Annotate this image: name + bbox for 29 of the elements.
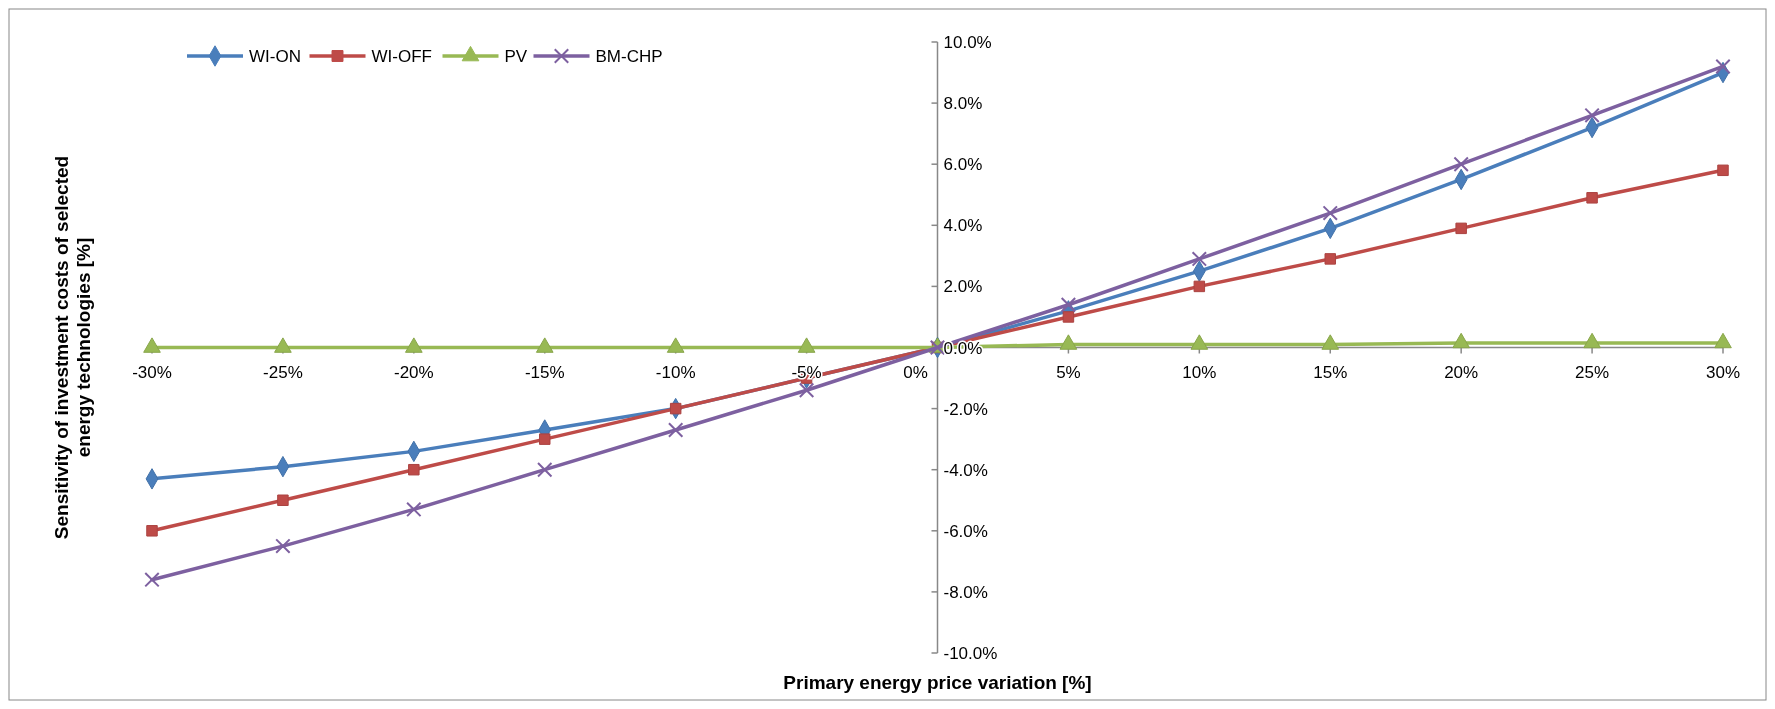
y-tick-label: 4.0% xyxy=(943,216,983,236)
x-tick-label: 5% xyxy=(1056,362,1081,382)
y-tick-label: 2.0% xyxy=(943,277,983,297)
y-tick-label: 8.0% xyxy=(943,94,983,114)
x-tick-label: 10% xyxy=(1182,362,1217,382)
x-tick-label: 20% xyxy=(1444,362,1479,382)
y-tick-label: -6.0% xyxy=(943,521,988,541)
x-tick-label: 30% xyxy=(1705,362,1741,382)
legend-label: WI-ON xyxy=(249,47,301,66)
x-axis-title: Primary energy price variation [%] xyxy=(783,672,1092,693)
y-tick-label: 0.0% xyxy=(943,338,983,358)
legend-label: BM-CHP xyxy=(595,47,663,66)
x-tick-label: -10% xyxy=(655,362,696,382)
x-tick-label: -20% xyxy=(393,362,434,382)
x-tick-label: -30% xyxy=(132,362,172,382)
y-tick-label: -2.0% xyxy=(943,399,988,419)
x-tick-label: -15% xyxy=(524,362,565,382)
y-tick-label: -4.0% xyxy=(943,460,988,480)
y-axis-title: Sensitivity of investment costs of selected energy technologies [%] xyxy=(51,155,94,540)
x-tick-label: 25% xyxy=(1575,362,1610,382)
y-tick-label: 6.0% xyxy=(943,155,983,175)
x-tick-label: -25% xyxy=(263,362,303,382)
y-tick-label: -10.0% xyxy=(943,644,998,663)
y-tick-label: 10.0% xyxy=(943,33,992,52)
x-tick-label: 15% xyxy=(1313,362,1348,382)
legend-label: PV xyxy=(504,47,528,66)
legend-label: WI-OFF xyxy=(371,47,432,66)
y-tick-label: -8.0% xyxy=(943,582,988,602)
x-tick-label: 0% xyxy=(903,362,928,382)
